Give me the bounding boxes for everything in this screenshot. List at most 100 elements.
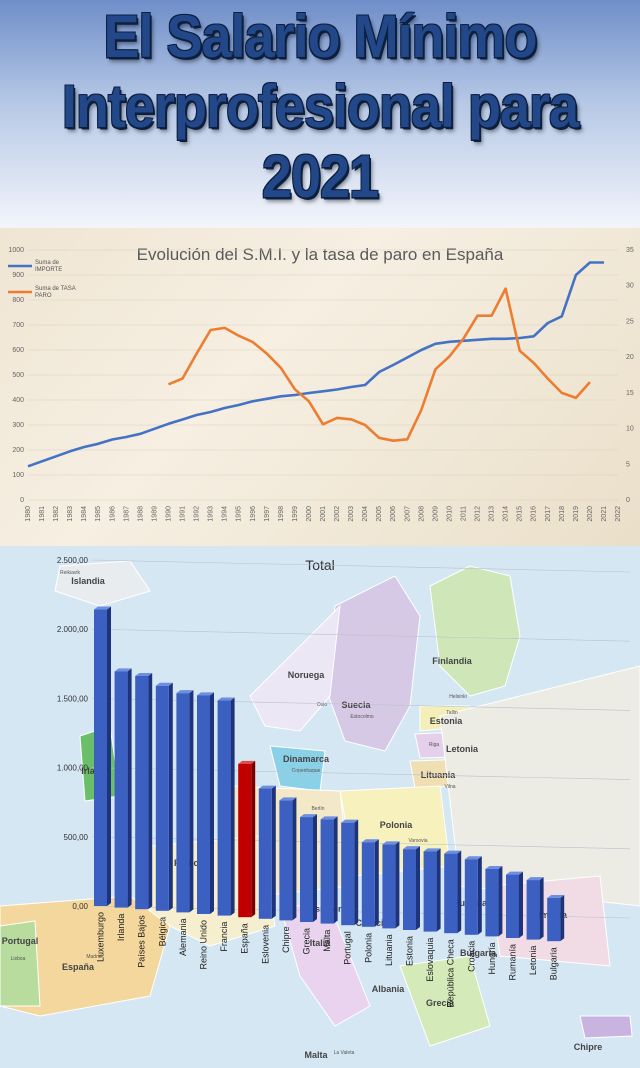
bar-y-tick: 2.000,00 [57, 625, 89, 634]
line-x-tick: 2020 [587, 506, 594, 522]
map-country-label: Italia [310, 938, 332, 948]
line-x-tick: 2021 [601, 506, 608, 522]
bar-y-tick: 1.500,00 [57, 694, 89, 703]
legend-tasa-line2: PARO [35, 293, 52, 299]
line-x-tick: 1981 [39, 506, 46, 522]
bar-top [155, 682, 173, 686]
line-y-right-tick: 25 [626, 318, 634, 325]
bar-eslovenia [258, 788, 272, 919]
bar-top [526, 877, 544, 881]
line-x-tick: 2013 [489, 506, 496, 522]
line-x-tick: 2010 [446, 506, 453, 522]
map-city-label: Lisboa [11, 956, 26, 962]
line-y-left-tick: 1000 [8, 247, 24, 254]
map-city-label: Varsovia [408, 838, 427, 844]
line-x-tick: 2008 [418, 506, 425, 522]
bar-y-tick: 500,00 [64, 833, 89, 842]
bar-category-label: Malta [322, 930, 332, 952]
legend-importe-label: Suma de IMPORTE [35, 260, 62, 273]
bar-category-label: Letonia [528, 946, 538, 976]
bar-top [547, 895, 565, 899]
line-y-right-tick: 30 [626, 283, 634, 290]
bar-category-label: Alemania [178, 918, 188, 956]
line-x-tick: 1993 [208, 506, 215, 522]
bar-category-label: Bulgaria [549, 947, 559, 980]
bar-y-tick: 0,00 [72, 902, 88, 911]
bar-países-bajos [135, 675, 149, 910]
bar-polonia [361, 842, 375, 927]
cyprus-shape [579, 1015, 633, 1039]
bar-grid-line [91, 628, 631, 642]
map-city-label: La Valeta [334, 1050, 355, 1056]
bar-side [230, 697, 235, 916]
map-country-label: Lituania [421, 770, 456, 780]
line-x-tick: 2018 [559, 506, 566, 522]
map-country-label: Dinamarca [283, 754, 330, 764]
line-x-tick: 1996 [250, 506, 257, 522]
bar-category-label: Estonia [405, 936, 415, 966]
line-x-tick: 2017 [545, 506, 552, 522]
bar-luxemburgo [94, 609, 107, 906]
line-chart-svg: Evolución del S.M.I. y la tasa de paro e… [8, 245, 634, 522]
line-x-tick: 1986 [109, 506, 116, 522]
bar-irlanda [114, 671, 128, 908]
line-y-left-tick: 400 [12, 397, 24, 404]
line-x-tick: 2022 [615, 506, 622, 522]
bar-españa [238, 763, 252, 918]
line-x-tick: 1982 [53, 506, 60, 522]
line-x-tick: 2006 [390, 506, 397, 522]
bar-side [457, 850, 462, 934]
line-x-tick: 2019 [573, 506, 580, 522]
bar-chart-panel: Islandia Noruega Suecia Finlandia Estonia Let… [0, 546, 640, 1068]
line-y-right-tick: 35 [626, 247, 634, 254]
series-importe-line [27, 261, 604, 468]
line-x-tick: 2001 [320, 506, 327, 522]
bar-side [168, 682, 173, 911]
line-x-tick: 1992 [194, 506, 201, 522]
finland-shape [429, 565, 521, 697]
bar-side [210, 692, 214, 914]
norway-shape [249, 604, 341, 732]
line-y-left-tick: 600 [12, 347, 24, 354]
line-x-tick: 2009 [432, 506, 439, 522]
line-chart-series [27, 261, 604, 468]
bar-top [197, 692, 214, 696]
bar-república-checa [444, 853, 458, 934]
line-x-tick: 2015 [517, 506, 524, 522]
line-chart-right-axis: 0 5 10 15 20 25 30 35 [626, 247, 634, 504]
bar-side [271, 785, 276, 919]
bar-category-label: Luxemburgo [96, 912, 106, 962]
legend-tasa-line1: Suma de TASA [35, 286, 76, 292]
line-x-tick: 2011 [460, 506, 467, 521]
bar-category-label: Polonia [363, 933, 373, 963]
legend-importe-line1: Suma de [35, 260, 60, 266]
bar-top [135, 672, 153, 676]
line-y-left-tick: 300 [12, 422, 24, 429]
bar-category-label: Lituania [384, 934, 394, 966]
bar-top [258, 785, 276, 789]
line-x-tick: 1991 [180, 506, 187, 522]
bar-side [498, 865, 503, 937]
map-country-label: Chipre [574, 1042, 603, 1052]
bar-top [444, 850, 462, 854]
legend-tasa-label: Suma de TASA PARO [35, 286, 76, 299]
page-title-line-3: 2021 [261, 143, 379, 211]
greece-shape [399, 955, 491, 1047]
line-y-right-tick: 15 [626, 390, 634, 397]
bar-category-label: Chipre [281, 926, 291, 953]
line-chart-grid [28, 249, 618, 501]
bar-category-label: Eslovaquia [425, 938, 435, 982]
bar-grid-line [91, 559, 631, 573]
bar-top [506, 871, 523, 875]
bar-chart-svg: Islandia Noruega Suecia Finlandia Estonia Let… [0, 546, 640, 1068]
bar-top [320, 816, 338, 820]
line-x-tick: 2000 [306, 506, 313, 522]
bar-top [341, 819, 359, 823]
line-chart-left-axis: 0 100 200 300 400 500 600 700 800 900 1000 [8, 247, 24, 504]
bar-category-label: Irlanda [116, 914, 126, 942]
bar-side [395, 841, 400, 929]
bar-bélgica [155, 685, 169, 911]
portugal-shape [0, 920, 41, 1007]
line-x-tick: 2002 [334, 506, 341, 522]
bar-top [300, 814, 317, 818]
